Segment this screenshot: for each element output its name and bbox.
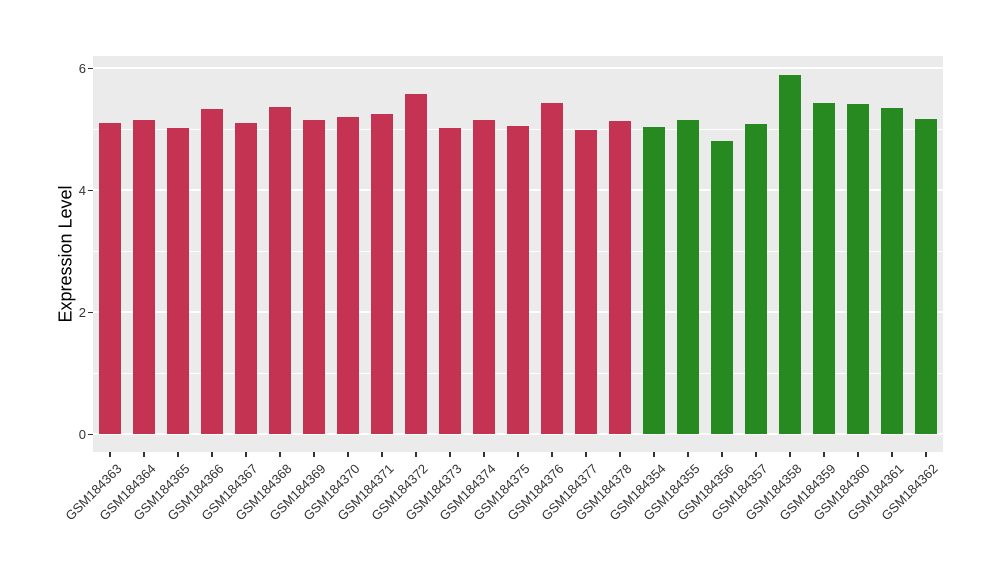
x-tick-mark-GSM184364 xyxy=(143,452,145,457)
bar-GSM184370 xyxy=(336,117,360,435)
x-tick-mark-GSM184355 xyxy=(687,452,689,457)
bar-GSM184357 xyxy=(744,123,768,435)
x-tick-mark-GSM184371 xyxy=(381,452,383,457)
bar-GSM184378 xyxy=(608,120,632,435)
bar-GSM184377 xyxy=(574,129,598,435)
x-tick-mark-GSM184374 xyxy=(483,452,485,457)
x-tick-mark-GSM184365 xyxy=(177,452,179,457)
x-tick-mark-GSM184370 xyxy=(347,452,349,457)
gridline-major-6 xyxy=(93,67,943,70)
bar-GSM184360 xyxy=(846,104,870,435)
y-tick-label-4: 4 xyxy=(78,182,86,198)
x-tick-mark-GSM184377 xyxy=(585,452,587,457)
bar-GSM184358 xyxy=(778,75,802,435)
x-tick-mark-GSM184363 xyxy=(109,452,111,457)
bar-GSM184368 xyxy=(268,106,292,435)
x-tick-mark-GSM184378 xyxy=(619,452,621,457)
bar-GSM184355 xyxy=(676,120,700,435)
plot-panel xyxy=(93,56,943,452)
x-tick-mark-GSM184362 xyxy=(925,452,927,457)
bar-GSM184365 xyxy=(166,128,190,435)
x-tick-mark-GSM184375 xyxy=(517,452,519,457)
x-tick-mark-GSM184367 xyxy=(245,452,247,457)
x-tick-mark-GSM184357 xyxy=(755,452,757,457)
bar-GSM184373 xyxy=(438,128,462,435)
bar-GSM184369 xyxy=(302,119,326,435)
x-tick-mark-GSM184354 xyxy=(653,452,655,457)
gridline-major-0 xyxy=(93,433,943,436)
x-tick-mark-GSM184368 xyxy=(279,452,281,457)
x-tick-mark-GSM184356 xyxy=(721,452,723,457)
bar-GSM184375 xyxy=(506,125,530,435)
bar-GSM184367 xyxy=(234,122,258,435)
bar-GSM184372 xyxy=(404,93,428,435)
x-tick-mark-GSM184372 xyxy=(415,452,417,457)
bar-GSM184363 xyxy=(98,123,122,435)
y-tick-mark-0 xyxy=(88,433,93,436)
bar-GSM184374 xyxy=(472,120,496,435)
y-tick-label-6: 6 xyxy=(78,60,86,76)
y-tick-label-0: 0 xyxy=(78,426,86,442)
x-tick-mark-GSM184369 xyxy=(313,452,315,457)
y-tick-mark-6 xyxy=(88,67,93,70)
y-tick-label-2: 2 xyxy=(78,304,86,320)
bar-GSM184356 xyxy=(710,140,734,435)
y-tick-mark-4 xyxy=(88,189,93,192)
x-tick-mark-GSM184373 xyxy=(449,452,451,457)
x-tick-mark-GSM184366 xyxy=(211,452,213,457)
bar-GSM184376 xyxy=(540,103,564,435)
bar-GSM184359 xyxy=(812,103,836,435)
bar-GSM184364 xyxy=(132,119,156,435)
bar-GSM184362 xyxy=(914,118,938,435)
bar-GSM184371 xyxy=(370,114,394,435)
bar-GSM184361 xyxy=(880,107,904,435)
bar-GSM184354 xyxy=(642,127,666,435)
x-tick-mark-GSM184361 xyxy=(891,452,893,457)
x-tick-mark-GSM184359 xyxy=(823,452,825,457)
x-tick-mark-GSM184376 xyxy=(551,452,553,457)
x-tick-mark-GSM184358 xyxy=(789,452,791,457)
y-axis-title: Expression Level xyxy=(55,185,76,323)
x-tick-mark-GSM184360 xyxy=(857,452,859,457)
bar-GSM184366 xyxy=(200,108,224,435)
y-tick-mark-2 xyxy=(88,311,93,314)
